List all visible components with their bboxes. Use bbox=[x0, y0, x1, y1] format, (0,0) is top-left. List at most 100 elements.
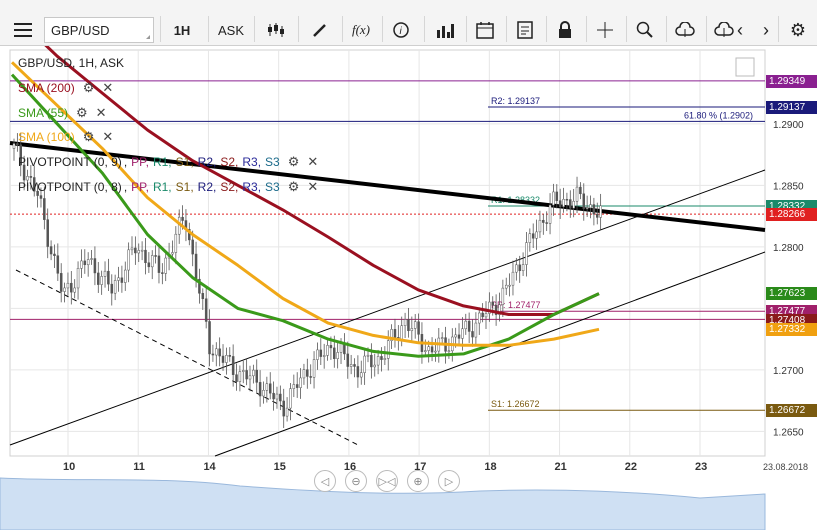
candle-body bbox=[393, 329, 397, 338]
pivot2-parts: , PP, R1, S1, R2, S2, R3, S3 bbox=[122, 180, 280, 194]
draw-icon[interactable] bbox=[302, 14, 338, 46]
close-icon[interactable]: ✕ bbox=[102, 80, 114, 95]
candle-body bbox=[306, 369, 309, 377]
symbol-value: GBP/USD bbox=[51, 23, 110, 38]
menu-icon[interactable] bbox=[6, 14, 40, 46]
gear-icon[interactable]: ⚙ bbox=[82, 80, 95, 95]
candles-icon[interactable] bbox=[258, 14, 294, 46]
candle-body bbox=[117, 277, 120, 281]
candle-body bbox=[268, 383, 272, 394]
zoom-in-icon[interactable]: ⊕ bbox=[407, 470, 429, 492]
upload-icon[interactable] bbox=[668, 14, 702, 46]
trend-lines bbox=[9, 141, 766, 457]
gear-icon[interactable]: ⚙ bbox=[76, 105, 88, 120]
candle-body bbox=[140, 249, 144, 252]
plot-frame bbox=[9, 49, 766, 457]
legend-pivot1-text: PIVOTPOINT (0, 9) bbox=[18, 155, 122, 169]
candle-body bbox=[258, 382, 262, 397]
lock-icon[interactable] bbox=[548, 14, 582, 46]
candle-body bbox=[339, 343, 343, 353]
symbol-input[interactable]: GBP/USD bbox=[44, 17, 154, 43]
candle-body bbox=[302, 369, 306, 379]
candle-body bbox=[83, 260, 87, 266]
candle-body bbox=[147, 262, 151, 268]
candle-body bbox=[86, 259, 90, 266]
candle-body bbox=[353, 364, 356, 367]
candle-body bbox=[478, 312, 481, 324]
close-icon[interactable]: ✕ bbox=[307, 179, 319, 194]
calendar-icon[interactable] bbox=[468, 14, 502, 46]
close-icon[interactable]: ✕ bbox=[102, 129, 114, 144]
candle-body bbox=[518, 264, 521, 272]
candle-body bbox=[279, 393, 282, 402]
prev-icon[interactable]: ‹ bbox=[737, 19, 743, 40]
gear-icon[interactable]: ⚙ bbox=[287, 179, 300, 194]
candle-body bbox=[130, 247, 134, 251]
candle-body bbox=[471, 331, 474, 338]
x-end-label: 23.08.2018 bbox=[763, 462, 808, 472]
zoom-icon[interactable] bbox=[628, 14, 662, 46]
candle-body bbox=[390, 329, 393, 341]
candle-body bbox=[491, 301, 494, 306]
candle-body bbox=[161, 272, 164, 274]
pivot1-parts: , PP, R1, S1, R2, S2, R3, S3 bbox=[122, 155, 280, 169]
scroll-left-icon[interactable]: ◁ bbox=[314, 470, 336, 492]
candle-body bbox=[346, 353, 350, 367]
bars-icon[interactable] bbox=[428, 14, 462, 46]
candle-body bbox=[248, 375, 252, 380]
close-icon[interactable]: ✕ bbox=[95, 105, 107, 120]
candle-body bbox=[32, 177, 36, 192]
candle-body bbox=[124, 269, 127, 283]
candle-body bbox=[363, 355, 366, 373]
legend-sma100: SMA (100) ⚙ ✕ bbox=[18, 129, 113, 145]
candle-body bbox=[531, 233, 535, 239]
separator: , bbox=[123, 180, 128, 194]
pivot-part-r2: R2, bbox=[197, 180, 217, 194]
candle-body bbox=[103, 270, 107, 277]
candle-body bbox=[336, 352, 339, 359]
download-icon[interactable] bbox=[708, 14, 740, 46]
gear-icon[interactable]: ⚙ bbox=[287, 154, 300, 169]
scroll-right-icon[interactable]: ▷ bbox=[438, 470, 460, 492]
toolbar: GBP/USD 1H ASK f(x) i ‹ › bbox=[0, 0, 817, 46]
candle-body bbox=[592, 204, 596, 215]
crosshair-icon[interactable] bbox=[588, 14, 622, 46]
candle-body bbox=[285, 407, 289, 417]
candle-body bbox=[110, 283, 114, 294]
interval-select[interactable]: 1H bbox=[164, 14, 200, 46]
info-icon[interactable]: i bbox=[384, 14, 418, 46]
candle-body bbox=[80, 260, 83, 269]
report-icon[interactable] bbox=[508, 14, 542, 46]
expand-icon[interactable] bbox=[735, 57, 755, 77]
candle-body bbox=[56, 255, 60, 274]
candle-body bbox=[39, 195, 43, 199]
price-type-value: ASK bbox=[217, 22, 244, 38]
candle-body bbox=[501, 287, 505, 305]
next-icon[interactable]: › bbox=[763, 19, 769, 40]
candle-body bbox=[407, 319, 410, 332]
sma-lines bbox=[10, 12, 600, 358]
candle-body bbox=[370, 354, 373, 368]
price-type-select[interactable]: ASK bbox=[212, 14, 250, 46]
y-tick-label: 1.2800 bbox=[773, 243, 804, 254]
candle-body bbox=[552, 191, 555, 206]
candle-body bbox=[558, 200, 562, 207]
fx-icon[interactable]: f(x) bbox=[344, 14, 378, 46]
candle-body bbox=[137, 250, 140, 254]
candle-body bbox=[430, 346, 434, 353]
gear-icon[interactable]: ⚙ bbox=[789, 19, 807, 40]
candle-body bbox=[36, 190, 39, 196]
price-tag: 1.26672 bbox=[766, 404, 817, 418]
close-icon[interactable]: ✕ bbox=[307, 154, 319, 169]
candle-body bbox=[134, 247, 137, 254]
candle-body bbox=[295, 384, 299, 388]
pivot-part-s1: S1, bbox=[175, 155, 194, 169]
reset-icon[interactable]: ▷◁ bbox=[376, 470, 398, 492]
gear-icon[interactable]: ⚙ bbox=[82, 129, 95, 144]
candle-body bbox=[326, 345, 329, 356]
pivot-label-s1: S1: 1.26672 bbox=[491, 399, 540, 409]
zoom-out-icon[interactable]: ⊖ bbox=[345, 470, 367, 492]
dashed-trendline bbox=[15, 269, 361, 447]
